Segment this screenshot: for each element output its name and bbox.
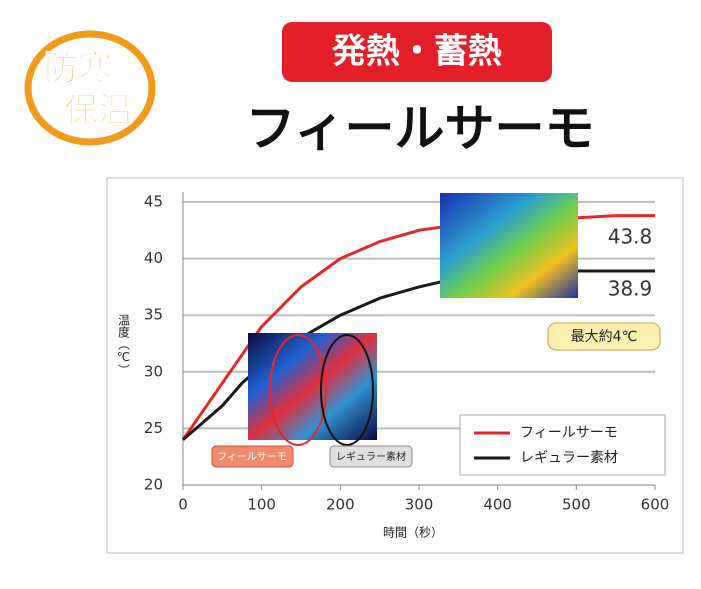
inset-label: レギュラー素材 xyxy=(336,450,406,463)
x-tick-label: 100 xyxy=(247,496,276,514)
badge-bg xyxy=(282,22,552,82)
logo-text: 防寒 xyxy=(44,49,112,89)
note: 最大約4℃ xyxy=(571,329,638,345)
x-tick-label: 500 xyxy=(562,496,591,514)
ellipse-marker xyxy=(269,334,327,446)
chart-frame xyxy=(106,177,684,554)
y-tick-label: 25 xyxy=(144,419,163,437)
logo-text: 保温 xyxy=(64,91,132,131)
ellipse-marker xyxy=(320,334,374,446)
x-tick-label: 400 xyxy=(483,496,512,514)
inset-label-bg xyxy=(329,445,413,468)
y-tick-label: 20 xyxy=(144,476,163,494)
inset-label-bg xyxy=(211,445,294,468)
y-tick-label: 35 xyxy=(144,306,163,324)
end-label: 43.8 xyxy=(608,225,653,249)
badge: 発熱・蓄熱 xyxy=(332,32,502,72)
logo-ring xyxy=(24,30,156,146)
x-tick-label: 600 xyxy=(641,496,670,514)
x-axis-label: 時間（秒） xyxy=(383,526,443,540)
thermal-image xyxy=(440,193,578,298)
y-axis-label: 温度（℃） xyxy=(117,314,131,376)
x-tick-label: 200 xyxy=(326,496,355,514)
y-tick-label: 45 xyxy=(144,193,163,211)
thermal-image xyxy=(248,333,377,440)
legend-box xyxy=(459,414,666,476)
note-bg xyxy=(547,322,661,351)
y-tick-label: 30 xyxy=(144,362,163,380)
y-tick-label: 40 xyxy=(144,249,163,267)
inset-label: フィールサーモ xyxy=(217,451,287,463)
x-tick-label: 0 xyxy=(178,496,188,514)
legend-label: レギュラー素材 xyxy=(520,450,618,466)
end-label: 38.9 xyxy=(608,277,653,301)
x-tick-label: 300 xyxy=(405,496,434,514)
title: フィールサーモ xyxy=(246,100,595,158)
legend-label: フィールサーモ xyxy=(520,425,618,441)
